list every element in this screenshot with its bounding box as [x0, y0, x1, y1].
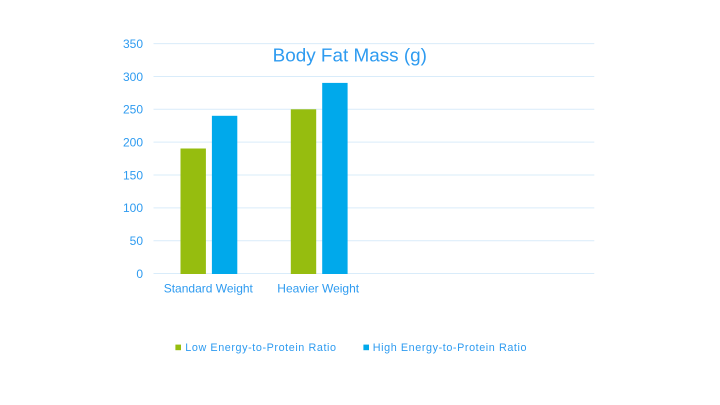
- svg-text:350: 350: [123, 37, 143, 51]
- svg-text:200: 200: [123, 136, 143, 150]
- svg-text:100: 100: [123, 201, 143, 215]
- svg-text:150: 150: [123, 168, 143, 182]
- svg-text:50: 50: [130, 234, 144, 248]
- svg-text:High Energy-to-Protein Ratio: High Energy-to-Protein Ratio: [373, 342, 527, 354]
- svg-text:Standard Weight: Standard Weight: [164, 281, 254, 295]
- svg-text:Heavier Weight: Heavier Weight: [277, 281, 359, 295]
- svg-text:0: 0: [136, 267, 143, 281]
- svg-text:250: 250: [123, 103, 143, 117]
- svg-text:Low Energy-to-Protein Ratio: Low Energy-to-Protein Ratio: [185, 342, 336, 354]
- svg-text:Body Fat Mass (g): Body Fat Mass (g): [273, 45, 427, 66]
- svg-text:300: 300: [123, 70, 143, 84]
